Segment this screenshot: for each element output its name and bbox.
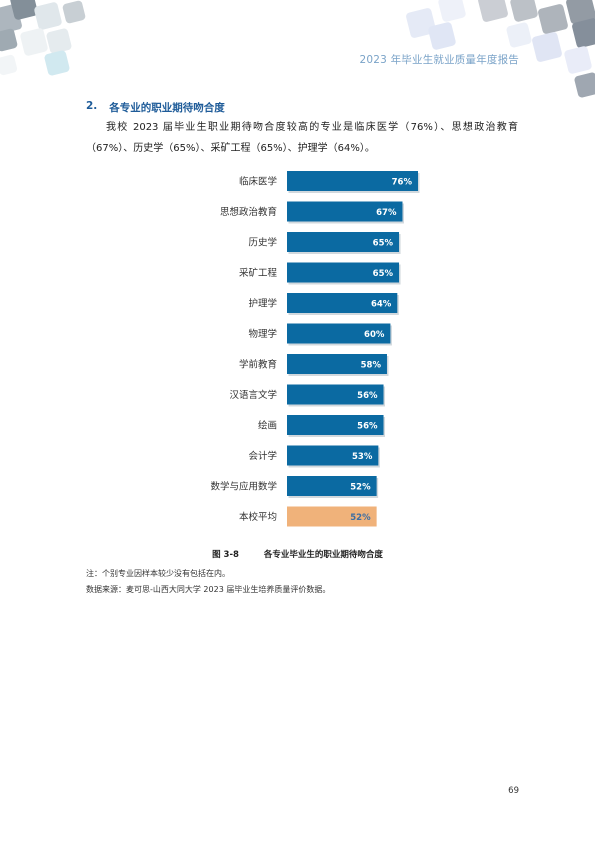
- body-paragraph: 我校 2023 届毕业生职业期待吻合度较高的专业是临床医学（76%）、思想政治教…: [86, 122, 518, 154]
- category-label: 绘画: [258, 420, 277, 432]
- section-number: 2.: [86, 100, 98, 112]
- category-label: 历史学: [248, 237, 277, 249]
- category-label: 物理学: [248, 328, 277, 340]
- figure-title: 各专业毕业生的职业期待吻合度: [263, 550, 383, 560]
- bar: [287, 323, 391, 344]
- bar: [287, 415, 384, 435]
- category-label: 思想政治教育: [220, 206, 277, 218]
- sample-note: 注：个别专业因样本较少没有包括在内。: [86, 569, 230, 578]
- bar: [287, 171, 418, 191]
- data-label: 65%: [373, 239, 394, 249]
- category-label: 学前教育: [239, 359, 277, 371]
- bar: [287, 232, 400, 252]
- category-label: 数学与应用数学: [210, 481, 277, 493]
- data-label: 67%: [376, 208, 397, 218]
- running-header: 2023 年毕业生就业质量年度报告: [359, 54, 519, 66]
- bar-chart: 临床医学 76% 思想政治教育 67% 历史学 65% 采矿工程 65% 护理学 64% 物理学 60…: [210, 171, 420, 527]
- data-label: 52%: [350, 483, 371, 493]
- data-label: 52%: [350, 513, 371, 523]
- bar: [287, 445, 379, 466]
- data-label: 58%: [361, 361, 382, 371]
- data-label: 56%: [357, 391, 378, 401]
- category-label: 采矿工程: [239, 267, 278, 279]
- section-title: 各专业的职业期待吻合度: [109, 102, 225, 114]
- category-label: 护理学: [248, 298, 277, 310]
- section-heading: 2. 各专业的职业期待吻合度: [86, 100, 225, 115]
- data-label: 60%: [364, 330, 385, 340]
- figure-number: 图 3-8: [212, 550, 239, 560]
- average-bar: [287, 506, 377, 527]
- category-label: 汉语言文学: [229, 389, 277, 401]
- category-label: 会计学: [248, 450, 277, 462]
- data-label: 53%: [352, 452, 373, 462]
- data-source-note: 数据来源：麦可思-山西大同大学 2023 届毕业生培养质量评价数据。: [86, 585, 331, 594]
- category-label: 本校平均: [239, 511, 277, 523]
- data-label: 64%: [371, 300, 392, 310]
- figure-caption: 图 3-8 各专业毕业生的职业期待吻合度: [0, 548, 595, 560]
- bar: [287, 476, 377, 496]
- data-label: 76%: [392, 178, 413, 188]
- data-label: 65%: [373, 269, 394, 279]
- bar: [287, 201, 403, 222]
- bar: [287, 262, 400, 283]
- bar: [287, 354, 387, 374]
- data-label: 56%: [357, 422, 378, 432]
- bar: [287, 293, 398, 313]
- page-number: 69: [508, 786, 519, 796]
- bar: [287, 384, 384, 405]
- category-label: 临床医学: [239, 176, 277, 188]
